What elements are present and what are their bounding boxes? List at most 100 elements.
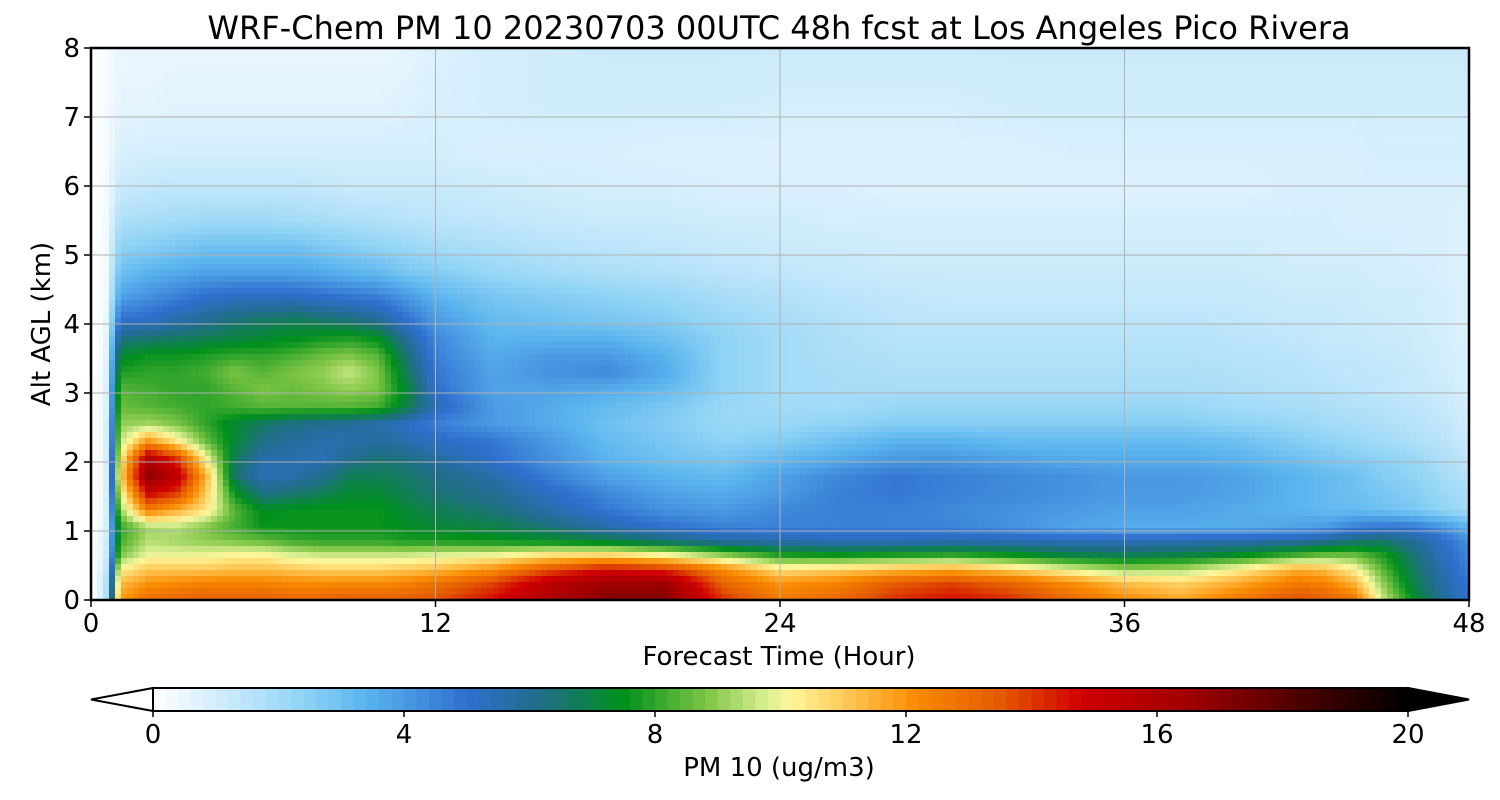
colorbar-segment [1106,688,1120,711]
colorbar-segment [1307,688,1321,711]
y-tick-label: 6 [63,172,80,202]
colorbar-segment [642,688,656,711]
colorbar-segment [328,688,342,711]
x-tick-label: 36 [1108,609,1141,639]
colorbar-segment [366,688,380,711]
colorbar-segment [780,688,794,711]
x-tick-label: 12 [419,609,452,639]
y-tick-label: 0 [63,586,80,616]
x-tick-label: 48 [1452,609,1485,639]
colorbar-tick-label: 12 [889,720,922,750]
colorbar-segment [1006,688,1020,711]
colorbar-segment [479,688,493,711]
colorbar-segment [1395,688,1409,711]
colorbar-segment [805,688,819,711]
x-tick-label: 0 [83,609,100,639]
colorbar-segment [1332,688,1346,711]
colorbar-segment [893,688,907,711]
colorbar-segment [1194,688,1208,711]
colorbar-segment [291,688,305,711]
colorbar-segment [742,688,756,711]
y-tick-label: 1 [63,517,80,547]
colorbar-segment [617,688,631,711]
colorbar-segment [981,688,995,711]
colorbar-segment [755,688,769,711]
colorbar-segment [1119,688,1133,711]
colorbar-segment [1182,688,1196,711]
colorbar-segment [968,688,982,711]
colorbar-segment [178,688,192,711]
colorbar-segment [717,688,731,711]
y-tick-label: 4 [63,310,80,340]
colorbar-segment [1320,688,1334,711]
colorbar-segment [943,688,957,711]
colorbar-segment [203,688,217,711]
colorbar-segment [215,688,229,711]
colorbar-segment [793,688,807,711]
colorbar-segment [931,688,945,711]
colorbar-segment [1207,688,1221,711]
colorbar-segment [153,688,167,711]
heatmap-field [91,48,1469,600]
colorbar-segment [1018,688,1033,711]
colorbar-segment [1144,688,1158,711]
colorbar-segment [1232,688,1246,711]
colorbar-segment [416,688,430,711]
colorbar-segment [190,688,204,711]
colorbar-segment [1257,688,1271,711]
y-tick-label: 2 [63,448,80,478]
colorbar-segment [567,688,581,711]
colorbar-segment [1269,688,1284,711]
colorbar-segment [880,688,895,711]
colorbar-segment [680,688,694,711]
y-tick-label: 8 [63,34,80,64]
colorbar-tick-label: 8 [647,720,664,750]
colorbar-tick-label: 16 [1140,720,1173,750]
colorbar-segment [705,688,719,711]
colorbar-segment [1282,688,1296,711]
y-tick-label: 7 [63,103,80,133]
colorbar-segment [316,688,330,711]
colorbar-segment [491,688,505,711]
colorbar-segment [165,688,179,711]
colorbar-segment [1044,688,1058,711]
colorbar-segment [278,688,292,711]
colorbar-segment [843,688,857,711]
colorbar-segment [592,688,606,711]
colorbar-segment [353,688,367,711]
colorbar-segment [1169,688,1183,711]
colorbar-segment [993,688,1007,711]
colorbar-segment [629,688,644,711]
colorbar-label: PM 10 (ug/m3) [683,753,875,783]
colorbar-tick-label: 20 [1391,720,1424,750]
colorbar-segment [253,688,267,711]
colorbar-segment [378,688,393,711]
colorbar-segment [240,688,254,711]
colorbar-segment [454,688,468,711]
colorbar-segment [830,688,844,711]
colorbar-segment [667,688,681,711]
colorbar-segment [516,688,531,711]
colorbar-segment [341,688,355,711]
colorbar-segment [818,688,832,711]
y-tick-label: 5 [63,241,80,271]
colorbar-segment [542,688,556,711]
colorbar-tick-label: 0 [145,720,162,750]
colorbar-segment [1131,688,1146,711]
colorbar-segment [906,688,920,711]
colorbar-segment [1370,688,1384,711]
colorbar-segment [1345,688,1359,711]
colorbar-segment [1031,688,1045,711]
colorbar-segment [504,688,518,711]
colorbar-segment [918,688,932,711]
colorbar-segment [391,688,405,711]
colorbar-segment [1094,688,1108,711]
colorbar-segment [1081,688,1095,711]
colorbar-segment [956,688,970,711]
colorbar-segment [1357,688,1371,711]
colorbar-segment [604,688,618,711]
colorbar-segment [303,688,317,711]
colorbar-segment [730,688,744,711]
colorbar-segment [404,688,418,711]
